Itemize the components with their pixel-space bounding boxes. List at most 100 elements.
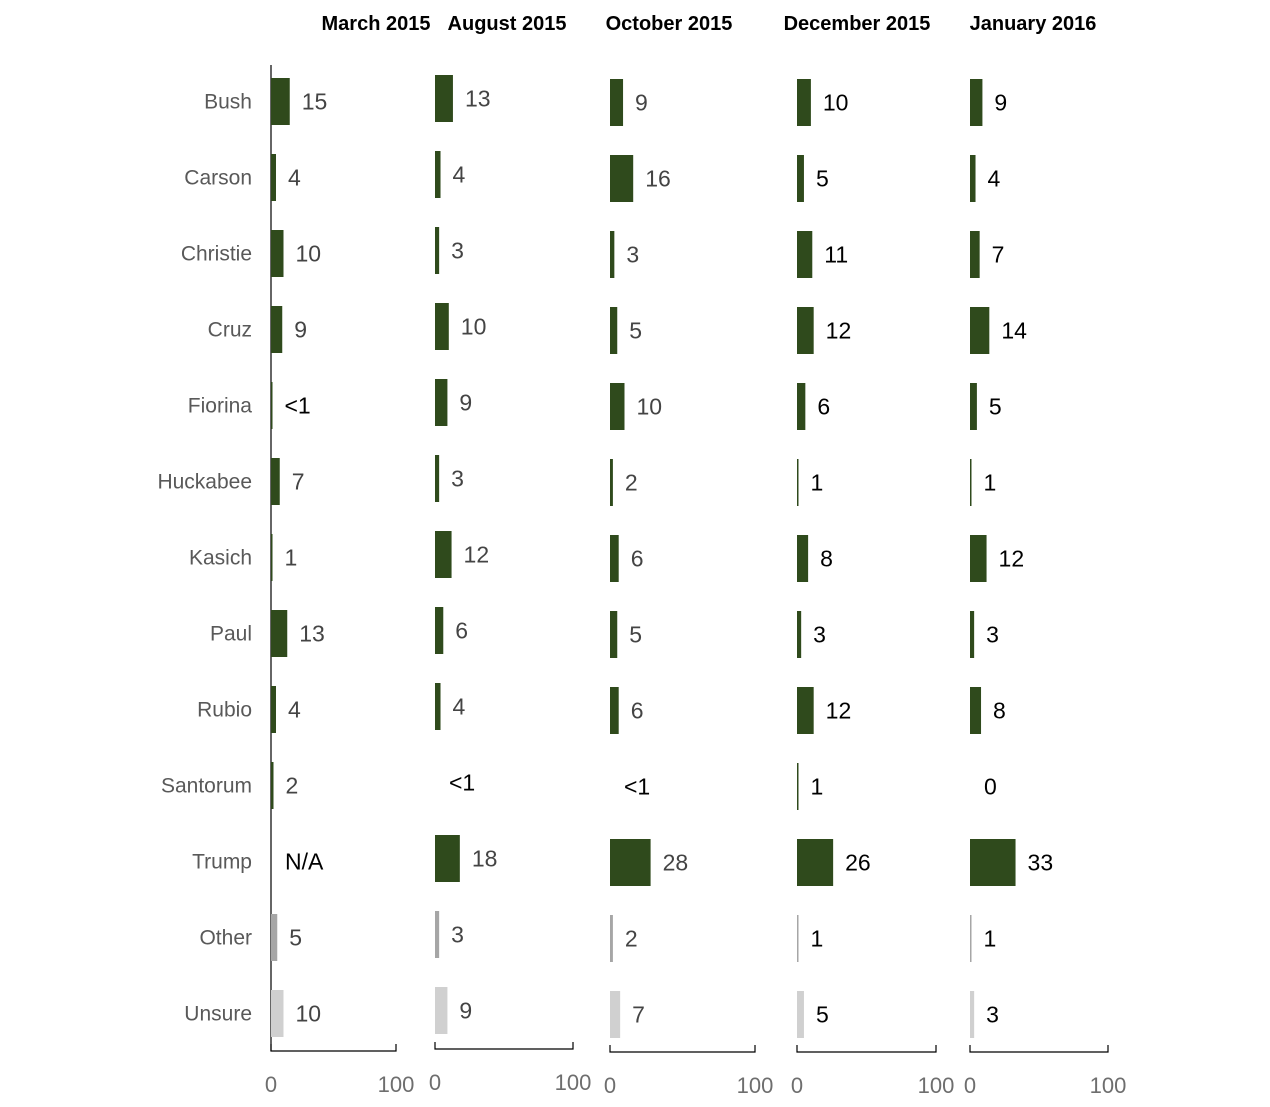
x-tick-label: 100 (1090, 1073, 1127, 1098)
data-label: 4 (453, 162, 466, 188)
bar (435, 151, 441, 198)
bar (271, 154, 276, 201)
data-label: <1 (449, 770, 475, 796)
bar (610, 839, 651, 886)
data-label: 3 (986, 622, 999, 648)
data-label: 9 (294, 317, 307, 343)
bar (435, 75, 453, 122)
bar (435, 227, 440, 274)
bar (797, 687, 814, 734)
data-label: 4 (453, 694, 466, 720)
data-label: 7 (632, 1002, 645, 1028)
data-label: 6 (631, 546, 644, 572)
category-label: Paul (210, 623, 252, 646)
data-label: 5 (629, 622, 642, 648)
data-label: 10 (823, 90, 849, 116)
category-label: Unsure (184, 1003, 252, 1026)
bar (797, 611, 802, 658)
bar (610, 611, 618, 658)
bar (271, 306, 283, 353)
x-tick-label: 0 (429, 1070, 441, 1095)
bar (797, 307, 814, 354)
bar (271, 534, 273, 581)
x-axis-line (609, 1045, 756, 1053)
panel-title: March 2015 (322, 13, 431, 35)
data-label: 2 (625, 470, 638, 496)
data-label: 10 (637, 394, 663, 420)
x-axis-line (434, 1042, 574, 1050)
data-label: 5 (816, 1002, 829, 1028)
bar (797, 763, 799, 810)
category-label: Other (199, 927, 252, 950)
bar (271, 458, 280, 505)
bar (271, 382, 273, 429)
bar (610, 991, 621, 1038)
category-label: Carson (184, 167, 252, 190)
x-tick-label: 0 (265, 1072, 277, 1097)
data-label: 3 (986, 1002, 999, 1028)
data-label: 2 (625, 926, 638, 952)
data-label: 26 (845, 850, 871, 876)
bar (970, 155, 976, 202)
data-label: 8 (820, 546, 833, 572)
x-axis-line (969, 1045, 1109, 1053)
category-label: Fiorina (188, 395, 253, 418)
data-label: 3 (451, 466, 464, 492)
category-label: Kasich (189, 547, 252, 570)
data-label: 14 (1001, 318, 1027, 344)
bar (435, 303, 449, 350)
category-label: Trump (192, 851, 252, 874)
bar (797, 839, 834, 886)
bar (435, 531, 452, 578)
x-tick-label: 100 (555, 1070, 592, 1095)
bar (271, 762, 274, 809)
data-label: 5 (816, 166, 829, 192)
category-label: Santorum (161, 775, 252, 798)
panel-title: January 2016 (970, 13, 1097, 35)
data-label: 13 (465, 86, 491, 112)
x-tick-label: 0 (604, 1073, 616, 1098)
data-label: 3 (813, 622, 826, 648)
x-tick-label: 0 (791, 1073, 803, 1098)
category-label: Bush (204, 91, 252, 114)
bar (435, 987, 448, 1034)
data-label: 15 (302, 89, 328, 115)
bar (610, 155, 634, 202)
bar (271, 990, 284, 1037)
bar (610, 79, 624, 126)
bar (797, 79, 811, 126)
data-label: 1 (984, 926, 997, 952)
bar (435, 911, 440, 958)
data-label: 6 (817, 394, 830, 420)
bar (271, 230, 284, 277)
data-label: 3 (451, 238, 464, 264)
bar (271, 610, 288, 657)
bar (610, 459, 613, 506)
bar (271, 686, 276, 733)
bar (970, 611, 975, 658)
bar (797, 155, 804, 202)
data-label: 28 (663, 850, 689, 876)
data-label: 11 (824, 242, 848, 268)
data-label: 8 (993, 698, 1006, 724)
data-label: 1 (811, 774, 824, 800)
data-label: 33 (1028, 850, 1054, 876)
bar (271, 78, 290, 125)
data-label: 12 (826, 698, 852, 724)
bar (797, 231, 813, 278)
bar (797, 383, 806, 430)
data-label: 12 (999, 546, 1025, 572)
bar (610, 307, 618, 354)
x-axis-line (796, 1045, 937, 1053)
data-label: 7 (292, 469, 305, 495)
data-label: 1 (811, 926, 824, 952)
data-label: 5 (989, 394, 1002, 420)
data-label: 3 (451, 922, 464, 948)
bar (610, 535, 619, 582)
data-label: 4 (288, 697, 301, 723)
data-label: 3 (626, 242, 639, 268)
bar (970, 231, 980, 278)
data-label: 0 (984, 774, 997, 800)
bar (970, 991, 975, 1038)
